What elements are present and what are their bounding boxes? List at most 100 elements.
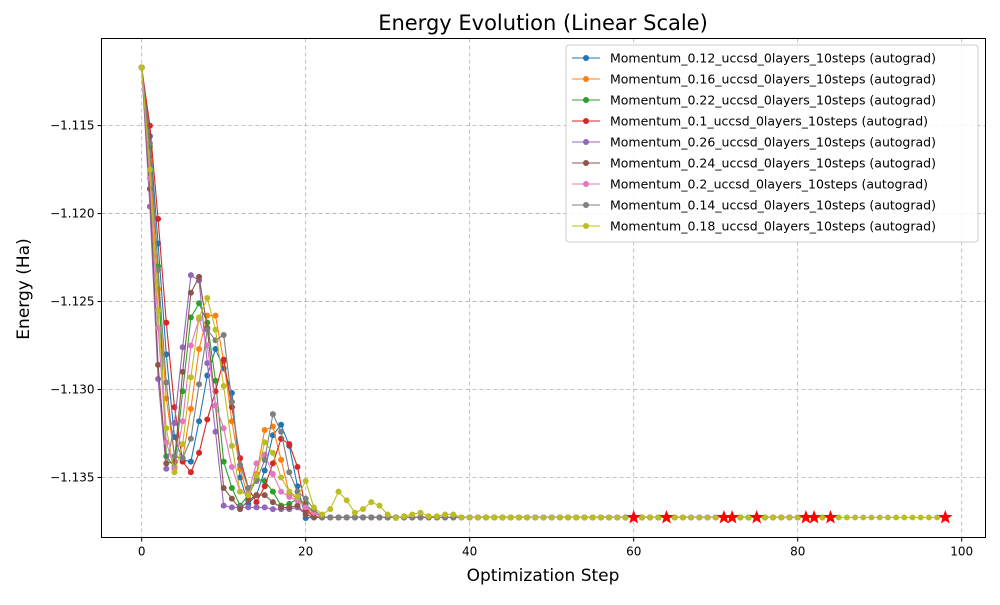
data-point: [138, 64, 145, 71]
data-point: [925, 514, 932, 521]
data-point: [294, 493, 301, 500]
data-point: [245, 485, 252, 492]
data-point: [852, 514, 859, 521]
data-point: [360, 506, 367, 513]
data-point: [261, 504, 268, 511]
plot-area-frame: [101, 38, 986, 538]
data-point: [499, 514, 506, 521]
data-point: [228, 504, 235, 511]
data-point: [606, 514, 613, 521]
series-lines: [138, 64, 949, 521]
data-point: [860, 514, 867, 521]
final-star-marker: [716, 509, 732, 524]
data-point: [220, 356, 227, 363]
legend-marker: [583, 139, 589, 145]
data-point: [745, 514, 752, 521]
data-point: [638, 514, 645, 521]
data-point: [286, 488, 293, 495]
data-point: [909, 514, 916, 521]
data-point: [261, 467, 268, 474]
data-point: [163, 439, 170, 446]
data-point: [278, 456, 285, 463]
data-point: [269, 488, 276, 495]
data-point: [237, 462, 244, 469]
data-point: [581, 514, 588, 521]
data-point: [204, 342, 211, 349]
data-point: [319, 511, 326, 518]
data-point: [679, 514, 686, 521]
x-tick-label: 20: [298, 545, 313, 559]
data-point: [269, 499, 276, 506]
data-point: [220, 485, 227, 492]
data-point: [278, 474, 285, 481]
data-point: [483, 514, 490, 521]
data-point: [294, 502, 301, 509]
data-point: [302, 495, 309, 502]
data-point: [212, 402, 219, 409]
data-point: [917, 514, 924, 521]
legend-label: Momentum_0.22_uccsd_0layers_10steps (aut…: [610, 93, 936, 108]
data-point: [179, 418, 186, 425]
data-point: [819, 514, 826, 521]
legend-label: Momentum_0.26_uccsd_0layers_10steps (aut…: [610, 135, 936, 150]
y-tick-label: −1.115: [50, 119, 94, 133]
data-point: [179, 441, 186, 448]
legend-marker: [583, 160, 589, 166]
y-tick-label: −1.130: [50, 383, 94, 397]
data-point: [187, 469, 194, 476]
x-tick-label: 0: [138, 545, 146, 559]
data-point: [245, 504, 252, 511]
data-point: [384, 511, 391, 518]
data-point: [286, 493, 293, 500]
data-point: [155, 361, 162, 368]
final-star-marker: [659, 509, 674, 524]
legend-marker: [583, 55, 589, 61]
data-point: [524, 514, 531, 521]
data-point: [220, 383, 227, 390]
data-point: [220, 502, 227, 509]
data-point: [934, 514, 941, 521]
data-point: [253, 472, 260, 479]
data-point: [433, 513, 440, 520]
data-point: [368, 499, 375, 506]
data-point: [212, 312, 219, 319]
data-point: [204, 360, 211, 367]
legend-marker: [583, 76, 589, 82]
data-point: [278, 504, 285, 511]
x-tick-label: 60: [626, 545, 641, 559]
data-point: [622, 514, 629, 521]
data-point: [196, 418, 203, 425]
data-point: [155, 215, 162, 222]
data-point: [778, 514, 785, 521]
data-point: [245, 497, 252, 504]
data-point: [261, 426, 268, 433]
data-point: [343, 514, 350, 521]
data-point: [556, 514, 563, 521]
x-tick-label: 40: [462, 545, 477, 559]
data-point: [179, 455, 186, 462]
data-point: [507, 514, 514, 521]
data-point: [204, 295, 211, 302]
data-point: [302, 511, 309, 518]
data-point: [269, 411, 276, 418]
data-point: [351, 514, 358, 521]
data-point: [187, 435, 194, 442]
data-point: [278, 488, 285, 495]
data-point: [163, 379, 170, 386]
data-point: [204, 416, 211, 423]
data-point: [187, 314, 194, 321]
data-point: [187, 405, 194, 412]
final-star-marker: [798, 509, 814, 524]
data-point: [310, 504, 317, 511]
data-point: [417, 514, 424, 521]
data-point: [310, 514, 317, 521]
legend-marker: [583, 97, 589, 103]
data-point: [228, 495, 235, 502]
legend-label: Momentum_0.18_uccsd_0layers_10steps (aut…: [610, 219, 936, 234]
data-point: [196, 381, 203, 388]
data-point: [450, 511, 457, 518]
data-point: [573, 514, 580, 521]
data-point: [835, 514, 842, 521]
data-point: [884, 514, 891, 521]
data-point: [228, 485, 235, 492]
